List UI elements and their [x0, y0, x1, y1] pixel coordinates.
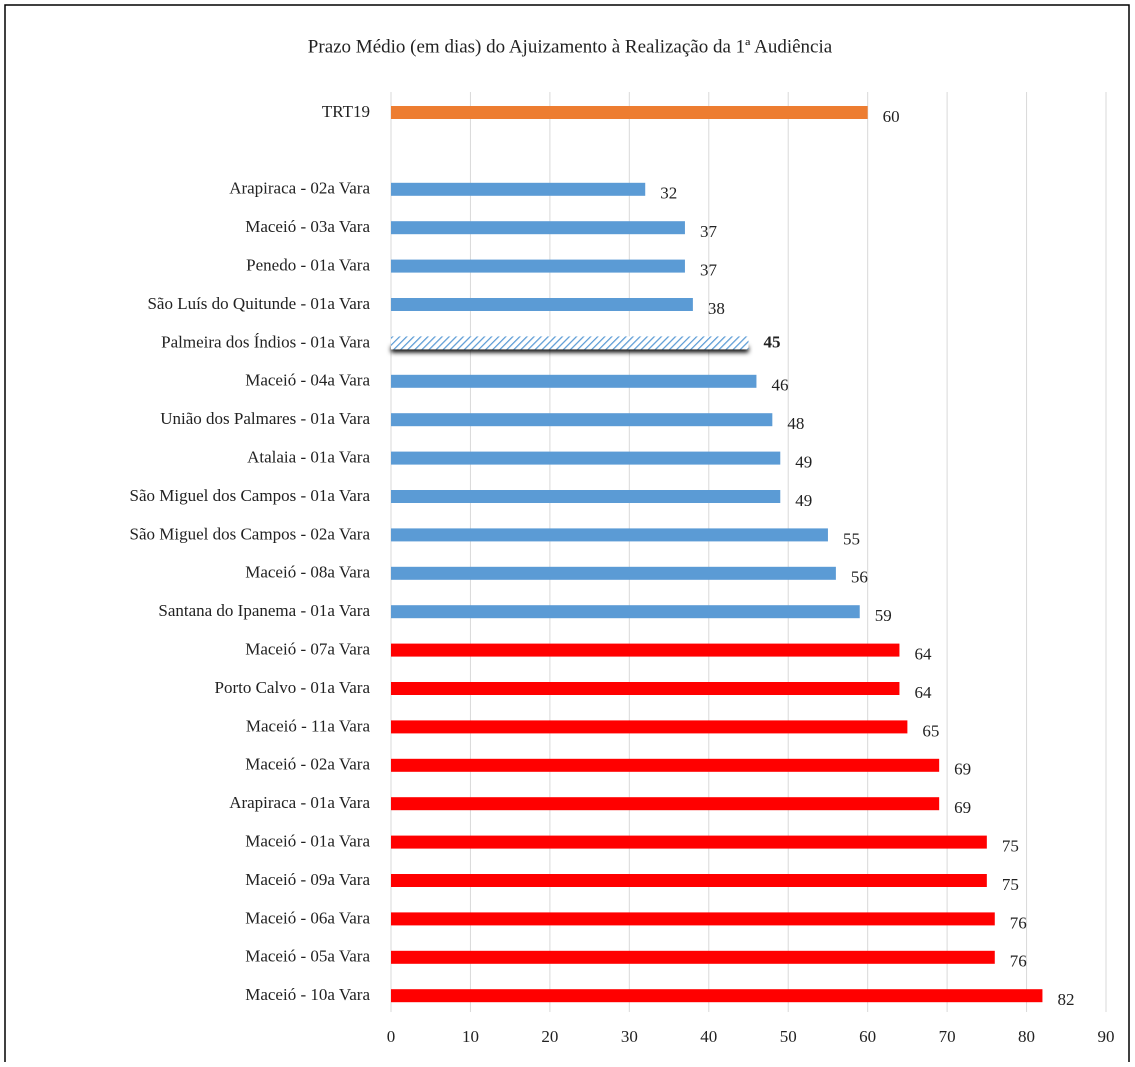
- x-tick-label: 40: [700, 1027, 717, 1046]
- bar: [391, 643, 900, 657]
- data-label: 38: [708, 299, 725, 318]
- bar: [391, 374, 757, 388]
- y-tick-label: TRT19: [322, 102, 370, 121]
- bar: [391, 874, 987, 887]
- x-tick-label: 0: [387, 1027, 396, 1046]
- y-tick-label: União dos Palmares - 01a Vara: [160, 409, 370, 428]
- x-tick-label: 30: [621, 1027, 638, 1046]
- data-label: 59: [875, 606, 892, 625]
- y-tick-label: Penedo - 01a Vara: [246, 256, 370, 275]
- x-tick-label: 60: [859, 1027, 876, 1046]
- bar: [391, 566, 836, 580]
- y-tick-label: Maceió - 04a Vara: [245, 371, 370, 390]
- data-label: 55: [843, 529, 860, 548]
- x-tick-label: 10: [462, 1027, 479, 1046]
- data-label: 64: [914, 683, 932, 702]
- bar: [391, 413, 773, 427]
- bar: [391, 758, 940, 772]
- y-tick-label: Maceió - 01a Vara: [245, 832, 370, 851]
- data-label: 48: [787, 414, 804, 433]
- bar: [391, 835, 987, 849]
- bar: [391, 298, 693, 311]
- y-tick-label: Maceió - 11a Vara: [246, 716, 371, 735]
- y-tick-label: Maceió - 07a Vara: [245, 640, 370, 659]
- bar: [391, 490, 781, 503]
- chart-border: [4, 4, 1130, 1067]
- data-label: 49: [795, 453, 812, 472]
- data-label: 65: [922, 721, 939, 740]
- data-label: 75: [1002, 875, 1019, 894]
- bar: [391, 797, 940, 811]
- y-tick-label: Maceió - 05a Vara: [245, 947, 370, 966]
- y-tick-label: São Luís do Quitunde - 01a Vara: [147, 294, 370, 313]
- chart-title: Prazo Médio (em dias) do Ajuizamento à R…: [308, 36, 833, 57]
- data-label: 76: [1010, 913, 1027, 932]
- y-tick-label: Maceió - 10a Vara: [245, 985, 370, 1004]
- bar: [391, 451, 781, 465]
- y-tick-label: Maceió - 02a Vara: [245, 755, 370, 774]
- data-label: 69: [954, 760, 971, 779]
- bar: [391, 720, 908, 734]
- bar: [391, 182, 646, 196]
- bar: [391, 106, 868, 119]
- data-label: 69: [954, 798, 971, 817]
- data-label: 56: [851, 568, 868, 587]
- y-tick-label: Santana do Ipanema - 01a Vara: [158, 601, 370, 620]
- y-tick-label: Maceió - 09a Vara: [245, 870, 370, 889]
- y-tick-label: Maceió - 03a Vara: [245, 217, 370, 236]
- bar: [391, 682, 900, 695]
- y-tick-label: Porto Calvo - 01a Vara: [215, 678, 371, 697]
- bar: [391, 950, 995, 964]
- data-label: 37: [700, 261, 718, 280]
- bar: [391, 989, 1043, 1003]
- y-tick-label: Arapiraca - 01a Vara: [229, 793, 370, 812]
- x-tick-label: 90: [1098, 1027, 1115, 1046]
- data-label: 46: [771, 376, 788, 395]
- bar: [391, 221, 685, 235]
- data-label: 60: [883, 107, 900, 126]
- x-tick-label: 20: [541, 1027, 558, 1046]
- x-tick-label: 50: [780, 1027, 797, 1046]
- bar: [391, 336, 749, 350]
- bar: [391, 259, 685, 273]
- y-tick-label: Maceió - 06a Vara: [245, 908, 370, 927]
- bar: [391, 605, 860, 619]
- y-tick-label: São Miguel dos Campos - 02a Vara: [130, 524, 371, 543]
- y-tick-label: Palmeira dos Índios - 01a Vara: [161, 332, 370, 351]
- data-label: 32: [660, 184, 677, 203]
- y-tick-label: Maceió - 08a Vara: [245, 563, 370, 582]
- data-label: 49: [795, 491, 812, 510]
- y-tick-label: Arapiraca - 02a Vara: [229, 179, 370, 198]
- data-label: 37: [700, 222, 718, 241]
- data-label: 45: [764, 332, 781, 351]
- y-tick-label: São Miguel dos Campos - 01a Vara: [130, 486, 371, 505]
- data-label: 75: [1002, 837, 1019, 856]
- x-tick-label: 80: [1018, 1027, 1035, 1046]
- data-label: 64: [914, 645, 932, 664]
- bar: [391, 528, 828, 542]
- bar: [391, 912, 995, 926]
- y-tick-label: Atalaia - 01a Vara: [247, 448, 370, 467]
- data-label: 76: [1010, 952, 1027, 971]
- x-tick-label: 70: [939, 1027, 956, 1046]
- data-label: 82: [1057, 990, 1074, 1009]
